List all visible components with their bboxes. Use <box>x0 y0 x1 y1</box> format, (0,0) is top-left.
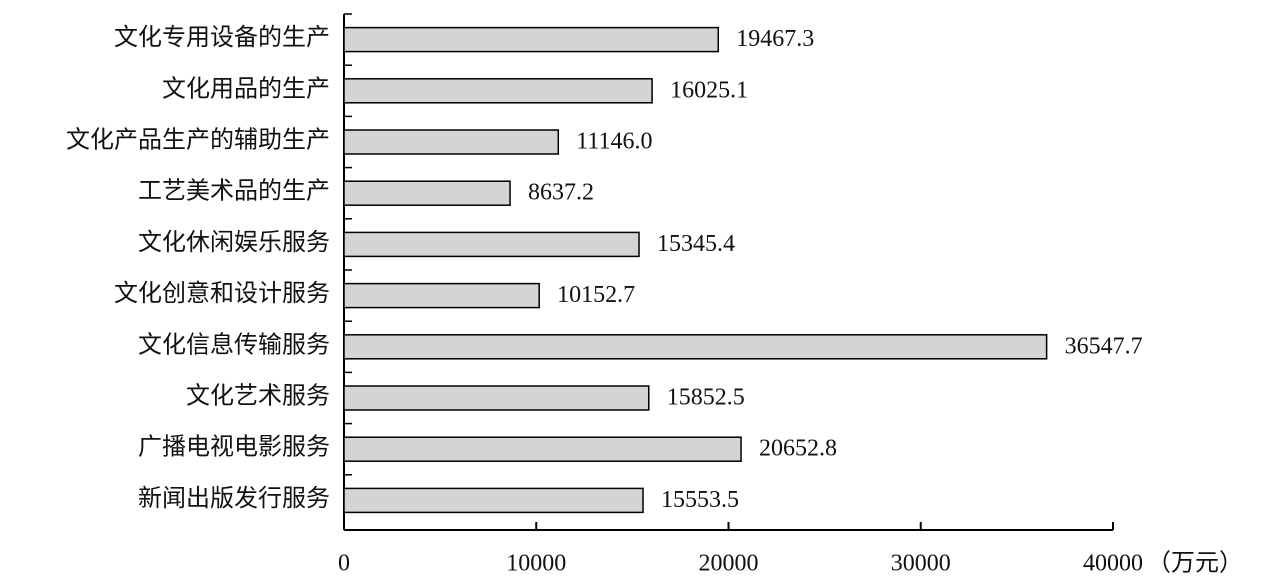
bar <box>343 385 650 411</box>
value-label: 8637.2 <box>528 180 594 206</box>
x-tick-label: 20000 <box>699 551 759 577</box>
bar <box>343 129 560 155</box>
bar <box>343 78 653 104</box>
y-tick-label: 文化艺术服务 <box>186 383 330 410</box>
y-tick-label: 文化休闲娱乐服务 <box>138 229 330 256</box>
value-label: 15553.5 <box>661 487 739 513</box>
y-tick-label: 文化信息传输服务 <box>138 331 330 358</box>
x-tick-label: 0 <box>338 551 350 577</box>
value-label: 11146.0 <box>576 129 652 155</box>
bar <box>343 436 742 462</box>
value-label: 16025.1 <box>670 77 748 103</box>
bar <box>343 334 1048 360</box>
value-label: 36547.7 <box>1065 333 1143 359</box>
bar <box>343 26 720 53</box>
value-label: 15345.4 <box>657 231 735 257</box>
x-tick-label: 30000 <box>891 551 951 577</box>
value-label: 20652.8 <box>759 436 837 462</box>
y-tick-label: 文化创意和设计服务 <box>114 280 330 307</box>
y-tick-label: 文化用品的生产 <box>162 75 330 102</box>
x-tick-label: 10000 <box>506 551 566 577</box>
bar <box>343 282 540 309</box>
y-tick-label: 文化产品生产的辅助生产 <box>66 127 330 154</box>
bar <box>343 231 640 258</box>
y-tick-label: 文化专用设备的生产 <box>114 24 330 51</box>
value-label: 19467.3 <box>736 26 814 52</box>
x-axis-label: （万元） <box>1147 551 1243 577</box>
value-label: 15852.5 <box>667 385 745 411</box>
value-label: 10152.7 <box>557 282 635 308</box>
y-tick-label: 广播电视电影服务 <box>138 434 330 461</box>
y-tick-label: 新闻出版发行服务 <box>138 485 330 512</box>
bar <box>343 180 511 206</box>
bar <box>343 487 644 514</box>
y-tick-label: 工艺美术品的生产 <box>138 178 330 205</box>
x-tick-label: 40000 <box>1083 551 1143 577</box>
